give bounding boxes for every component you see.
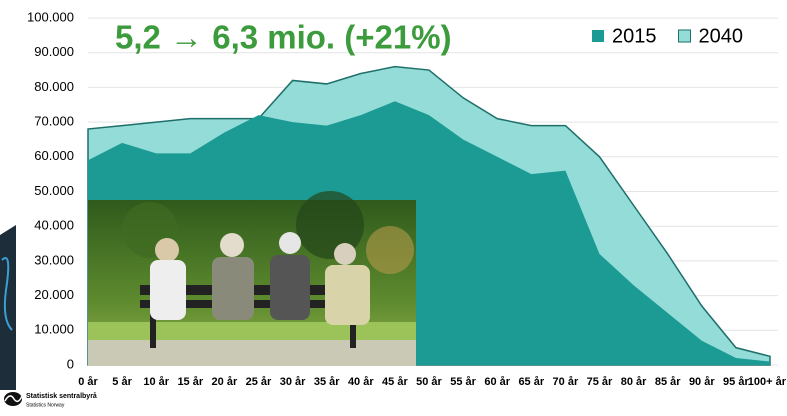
y-tick-label: 90.000 bbox=[34, 44, 74, 59]
x-tick-label: 25 år bbox=[246, 376, 272, 388]
y-tick-label: 30.000 bbox=[34, 252, 74, 267]
x-tick-label: 90 år bbox=[689, 376, 715, 388]
legend-swatch bbox=[592, 30, 604, 42]
x-tick-label: 60 år bbox=[484, 376, 510, 388]
x-tick-label: 65 år bbox=[518, 376, 544, 388]
x-tick-label: 75 år bbox=[587, 376, 613, 388]
x-tick-label: 30 år bbox=[280, 376, 306, 388]
photo bbox=[88, 191, 416, 366]
x-tick-label: 45 år bbox=[382, 376, 408, 388]
x-tick-label: 50 år bbox=[416, 376, 442, 388]
side-decor bbox=[1, 257, 13, 331]
y-tick-label: 50.000 bbox=[34, 183, 74, 198]
x-tick-label: 55 år bbox=[450, 376, 476, 388]
y-tick-label: 80.000 bbox=[34, 79, 74, 94]
legend-label: 2015 bbox=[612, 25, 657, 47]
x-tick-label: 95 år bbox=[723, 376, 749, 388]
x-tick-label: 70 år bbox=[553, 376, 579, 388]
x-tick-label: 15 år bbox=[177, 376, 203, 388]
x-tick-label: 10 år bbox=[143, 376, 169, 388]
y-tick-label: 70.000 bbox=[34, 114, 74, 129]
x-tick-label: 35 år bbox=[314, 376, 340, 388]
y-tick-label: 60.000 bbox=[34, 148, 74, 163]
logo-sub: Statistics Norway bbox=[26, 402, 65, 408]
y-tick-label: 0 bbox=[67, 356, 74, 371]
x-tick-label: 100+ år bbox=[748, 376, 787, 388]
y-tick-label: 10.000 bbox=[34, 322, 74, 337]
y-tick-label: 100.000 bbox=[27, 9, 74, 24]
legend-label: 2040 bbox=[699, 25, 744, 47]
x-tick-label: 85 år bbox=[655, 376, 681, 388]
logo-name: Statistisk sentralbyrå bbox=[26, 392, 97, 400]
side-decor bbox=[0, 225, 16, 390]
y-tick-label: 20.000 bbox=[34, 287, 74, 302]
x-tick-label: 20 år bbox=[212, 376, 238, 388]
x-tick-label: 40 år bbox=[348, 376, 374, 388]
x-tick-label: 80 år bbox=[621, 376, 647, 388]
x-tick-label: 5 år bbox=[112, 376, 132, 388]
logo: Statistisk sentralbyrå Statistics Norway bbox=[4, 392, 97, 408]
chart-title: 5,2 → 6,3 mio. (+21%) bbox=[115, 19, 452, 56]
x-tick-label: 0 år bbox=[78, 376, 98, 388]
legend-swatch bbox=[678, 29, 691, 43]
y-tick-label: 40.000 bbox=[34, 218, 74, 233]
